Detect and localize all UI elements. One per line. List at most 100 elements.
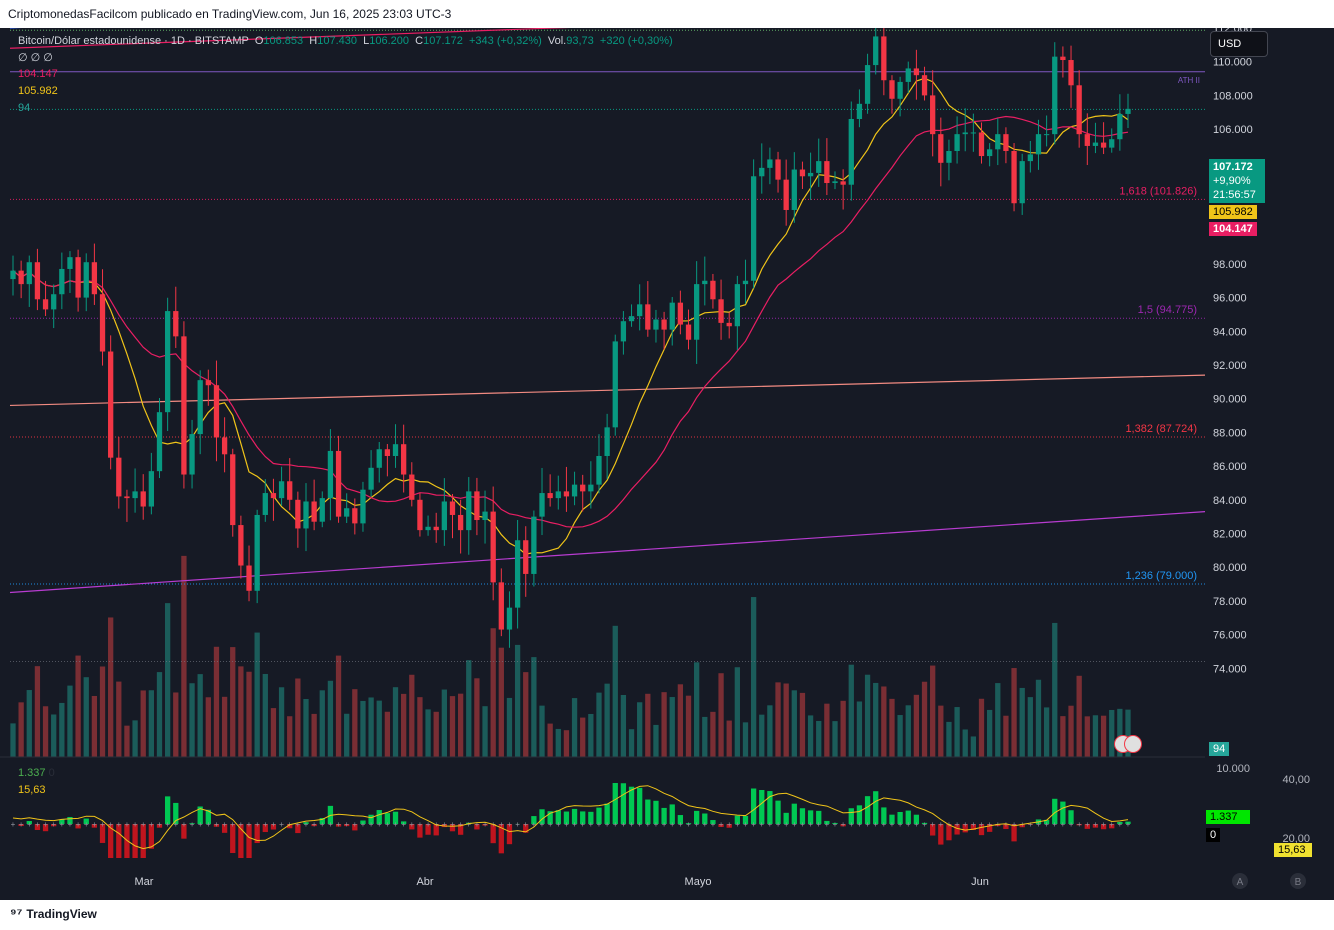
currency-button[interactable]: USD xyxy=(1210,31,1268,57)
osc-cross: + xyxy=(35,820,40,829)
candle-body xyxy=(1109,139,1115,148)
osc-cross: + xyxy=(68,820,73,829)
price-chart[interactable]: 1,786 (111.865)1,618 (101.826)1,5 (94.77… xyxy=(0,28,1334,900)
time-axis[interactable]: Mar Abr Mayo Jun A B xyxy=(135,873,1306,889)
osc-cross: + xyxy=(759,820,764,829)
price-axis[interactable]: 112.000110.000108.000106.000104.000102.0… xyxy=(1213,28,1253,675)
volume-bar xyxy=(661,692,667,757)
osc-bar xyxy=(1092,824,1099,828)
time-tick: Mar xyxy=(135,876,154,888)
candle-body xyxy=(34,262,41,300)
osc-bar xyxy=(978,824,985,836)
candle-body xyxy=(18,270,24,285)
osc-scale-mid: 20,00 xyxy=(1282,833,1310,845)
osc-cross: + xyxy=(125,820,130,829)
osc-value-tag: 1.337 xyxy=(1206,810,1250,824)
candle-body xyxy=(409,474,415,500)
osc-cross: + xyxy=(816,820,821,829)
volume-bar xyxy=(816,720,822,757)
last-change: +9,90% xyxy=(1213,175,1251,187)
candle-body xyxy=(99,294,106,352)
candle-body xyxy=(523,540,529,574)
osc-value-1-suffix: 0 xyxy=(48,767,55,779)
volume-bar xyxy=(254,632,260,757)
candle-body xyxy=(433,526,439,531)
osc-signal-tag: 15,63 xyxy=(1274,843,1312,857)
osc-value-1-text: 1.337 xyxy=(18,767,46,779)
price-tick: 74.000 xyxy=(1213,663,1247,675)
osc-cross: + xyxy=(133,820,138,829)
osc-bar xyxy=(604,803,610,824)
volume-bar xyxy=(767,705,773,757)
candle-body xyxy=(42,299,49,310)
osc-bar xyxy=(140,824,146,858)
chart-area[interactable]: 1,786 (111.865)1,618 (101.826)1,5 (94.77… xyxy=(0,28,1334,900)
candle-body xyxy=(645,304,651,330)
symbol-name[interactable]: Bitcoin/Dólar estadounidense · 1D · BITS… xyxy=(18,35,249,47)
osc-bar xyxy=(384,813,391,824)
osc-bar xyxy=(295,824,301,834)
volume-bar xyxy=(83,677,89,757)
volume-bar xyxy=(270,708,277,757)
candle-body xyxy=(482,511,488,521)
empty-indicator-values: ∅ ∅ ∅ xyxy=(18,52,53,64)
candle-body xyxy=(1068,60,1074,86)
us-flag-icon-2[interactable] xyxy=(1124,735,1142,753)
osc-value-1: 1.337 0 xyxy=(18,767,55,779)
osc-cross: + xyxy=(76,820,81,829)
price-tick: 98.000 xyxy=(1213,259,1247,271)
candle-body xyxy=(1125,108,1131,114)
osc-cross: + xyxy=(27,820,32,829)
osc-cross: + xyxy=(662,820,667,829)
candle-body xyxy=(856,103,863,119)
candle-body xyxy=(425,526,431,531)
volume-bar xyxy=(832,721,838,757)
volume-bar xyxy=(26,690,32,757)
candle-body xyxy=(995,134,1001,150)
osc-cross: + xyxy=(987,820,992,829)
osc-cross: + xyxy=(1061,820,1066,829)
axis-button[interactable] xyxy=(1290,873,1306,889)
candle-body xyxy=(604,427,610,456)
osc-bar xyxy=(881,807,887,824)
trendline-pink xyxy=(9,28,570,49)
osc-bar xyxy=(148,824,155,849)
osc-cross: + xyxy=(686,820,691,829)
axis-button[interactable] xyxy=(1232,873,1248,889)
price-tick: 84.000 xyxy=(1213,495,1247,507)
volume-bar xyxy=(514,644,521,757)
candle-body xyxy=(799,169,806,177)
overlay-lines: 1,786 (111.865)1,618 (101.826)1,5 (94.77… xyxy=(9,28,1206,663)
volume-bar xyxy=(1109,709,1115,757)
volume-bars xyxy=(10,555,1131,757)
candle-body xyxy=(620,321,627,342)
osc-bar xyxy=(954,824,960,835)
osc-bar xyxy=(449,824,456,832)
osc-cross: + xyxy=(1012,820,1017,829)
candle-body xyxy=(873,36,879,66)
osc-cross: + xyxy=(873,820,878,829)
candle-body xyxy=(864,65,871,104)
osc-cross: + xyxy=(963,820,968,829)
volume-bar xyxy=(295,678,301,757)
volume-bar xyxy=(490,628,496,757)
volume-bar xyxy=(205,697,211,757)
flag-icons[interactable] xyxy=(1114,735,1144,753)
candle-body xyxy=(986,149,993,157)
osc-bar xyxy=(303,822,309,824)
osc-cross: + xyxy=(507,820,512,829)
osc-cross: + xyxy=(605,820,610,829)
candle-body xyxy=(181,336,187,475)
candle-body xyxy=(490,511,496,583)
candle-body xyxy=(132,491,138,499)
tradingview-logo[interactable]: ⁹⁷ TradingView xyxy=(10,905,97,921)
ma-slow-line xyxy=(12,115,1129,528)
volume-bar xyxy=(677,684,684,757)
candle-body xyxy=(1043,134,1050,136)
volume-bar xyxy=(970,736,977,757)
volume-bar xyxy=(319,690,325,757)
candle-body xyxy=(962,132,968,135)
candle-body xyxy=(401,444,407,475)
volume-count-value: 94 xyxy=(18,102,31,114)
volume-bar xyxy=(555,728,561,757)
